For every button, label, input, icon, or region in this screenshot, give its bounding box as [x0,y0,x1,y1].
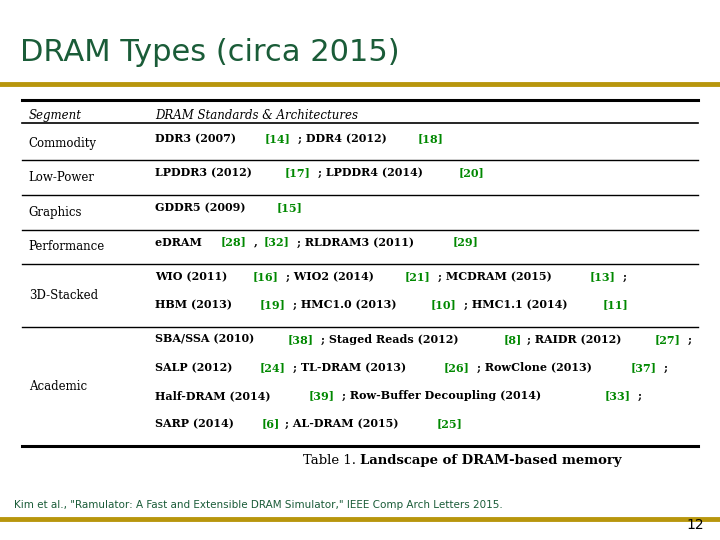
Text: Commodity: Commodity [29,137,96,150]
Text: 3D-Stacked: 3D-Stacked [29,289,98,302]
Text: Low-Power: Low-Power [29,171,95,184]
Text: ; Staged Reads (2012): ; Staged Reads (2012) [321,334,463,345]
Text: ; RLDRAM3 (2011): ; RLDRAM3 (2011) [297,237,418,247]
Text: DRAM Standards & Architectures: DRAM Standards & Architectures [155,109,358,122]
Text: [25]: [25] [436,418,462,429]
Text: [29]: [29] [453,237,479,247]
Text: SALP (2012): SALP (2012) [155,362,236,373]
Text: DRAM Types (circa 2015): DRAM Types (circa 2015) [20,38,400,67]
Text: ; Row-Buffer Decoupling (2014): ; Row-Buffer Decoupling (2014) [343,390,545,401]
Text: ; RAIDR (2012): ; RAIDR (2012) [527,334,626,345]
Text: [6]: [6] [261,418,280,429]
Text: [24]: [24] [260,362,286,373]
Text: [26]: [26] [444,362,470,373]
Text: [16]: [16] [253,271,279,282]
Text: ;: ; [664,362,668,373]
Text: ; DDR4 (2012): ; DDR4 (2012) [297,133,390,144]
Text: ,: , [253,237,261,247]
Text: HBM (2013): HBM (2013) [155,299,235,310]
Text: Performance: Performance [29,240,105,253]
Text: ; RowClone (2013): ; RowClone (2013) [477,362,596,373]
Text: LPDDR3 (2012): LPDDR3 (2012) [155,167,256,178]
Text: [20]: [20] [459,167,485,178]
Text: ;: ; [688,334,691,345]
Text: ; MCDRAM (2015): ; MCDRAM (2015) [438,271,556,282]
Text: [38]: [38] [288,334,314,345]
Text: ; AL-DRAM (2015): ; AL-DRAM (2015) [285,418,402,429]
Text: Academic: Academic [29,380,87,393]
Text: ; LPDDR4 (2014): ; LPDDR4 (2014) [318,167,427,178]
Text: ; HMC1.0 (2013): ; HMC1.0 (2013) [292,299,400,310]
Text: SARP (2014): SARP (2014) [155,418,238,429]
Text: [33]: [33] [604,390,630,401]
Text: [28]: [28] [220,237,246,247]
Text: [13]: [13] [590,271,616,282]
Text: [15]: [15] [276,202,302,213]
Text: Segment: Segment [29,109,82,122]
Text: Kim et al., "Ramulator: A Fast and Extensible DRAM Simulator," IEEE Comp Arch Le: Kim et al., "Ramulator: A Fast and Exten… [14,500,503,510]
Text: WIO (2011): WIO (2011) [155,271,231,282]
Text: [17]: [17] [285,167,310,178]
Text: GDDR5 (2009): GDDR5 (2009) [155,202,249,213]
Text: [19]: [19] [259,299,285,310]
Text: ;: ; [638,390,642,401]
Text: ; WIO2 (2014): ; WIO2 (2014) [287,271,378,282]
Text: [10]: [10] [431,299,457,310]
Text: Table 1.: Table 1. [302,454,360,467]
Text: Half-DRAM (2014): Half-DRAM (2014) [155,390,274,401]
Text: ;: ; [624,271,627,282]
Text: Graphics: Graphics [29,206,82,219]
Text: ; TL-DRAM (2013): ; TL-DRAM (2013) [293,362,410,373]
Text: [8]: [8] [504,334,522,345]
Text: [14]: [14] [264,133,290,144]
Text: SBA/SSA (2010): SBA/SSA (2010) [155,334,258,345]
Text: ; HMC1.1 (2014): ; HMC1.1 (2014) [464,299,572,310]
Text: Landscape of DRAM-based memory: Landscape of DRAM-based memory [360,454,621,467]
Text: [21]: [21] [405,271,431,282]
Text: [11]: [11] [603,299,629,310]
Text: [39]: [39] [309,390,335,401]
Text: 12: 12 [687,518,704,532]
Text: DDR3 (2007): DDR3 (2007) [155,133,240,144]
Text: [18]: [18] [417,133,443,144]
Text: eDRAM: eDRAM [155,237,205,247]
Text: [37]: [37] [631,362,657,373]
Text: [27]: [27] [654,334,680,345]
Text: [32]: [32] [264,237,289,247]
